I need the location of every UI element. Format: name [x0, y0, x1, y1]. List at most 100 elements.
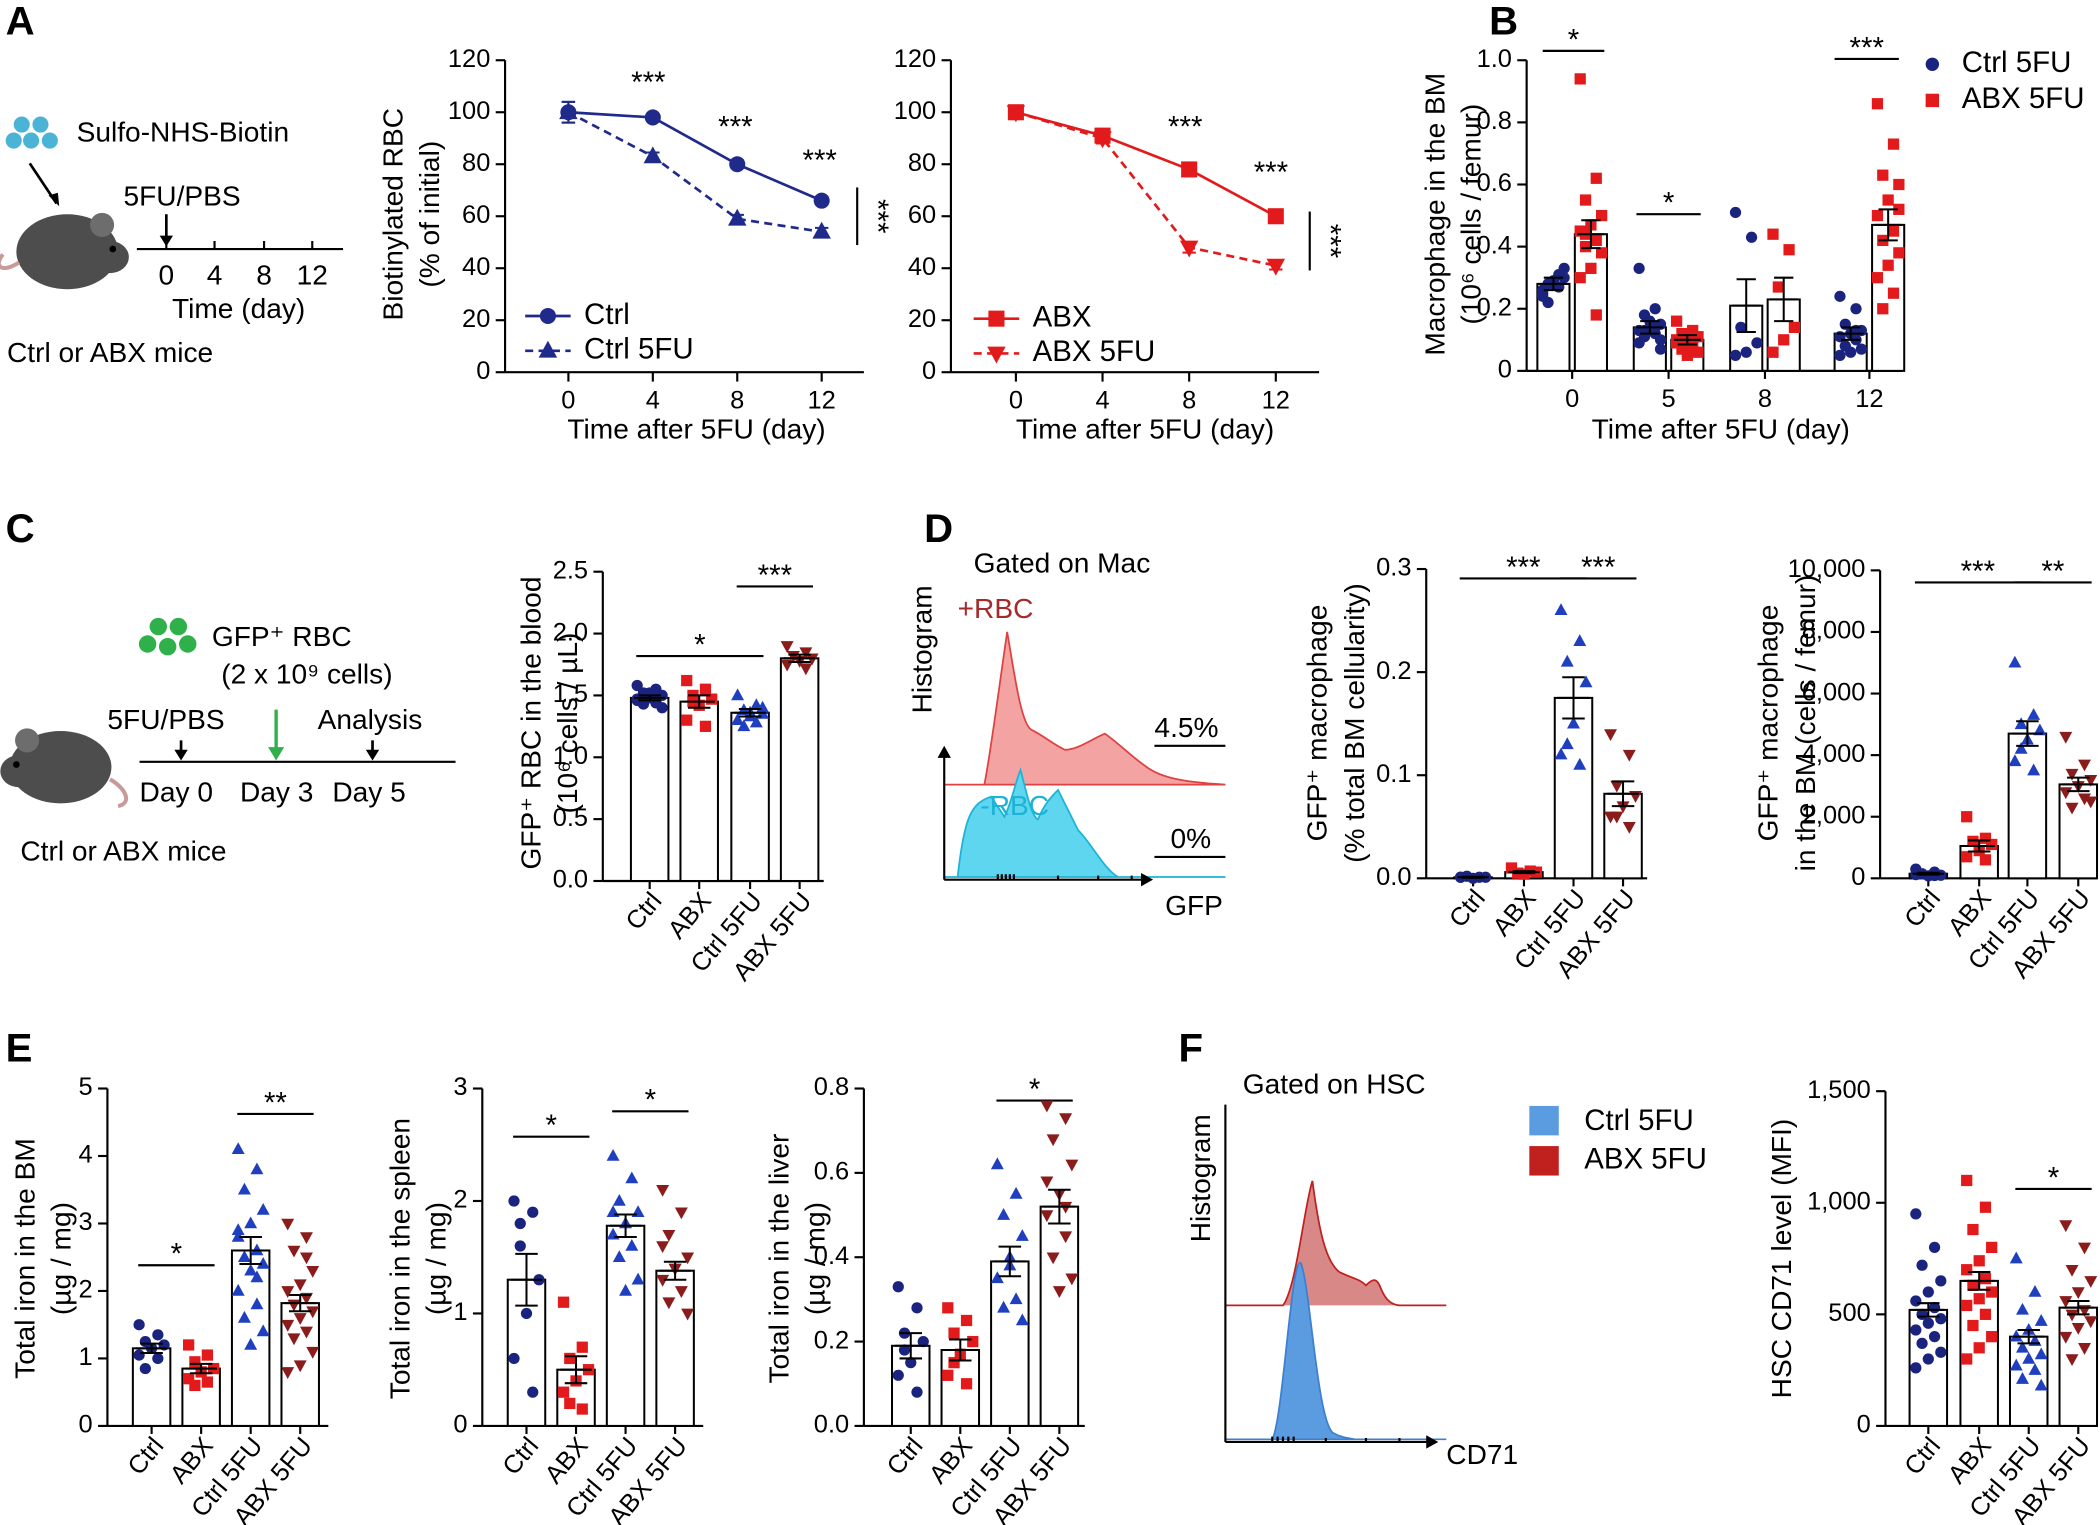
- flow-histogram-f: Gated on HSC Histogram CD71 Ctrl 5FU ABX…: [1185, 1068, 1707, 1470]
- significance: ***: [1254, 156, 1288, 189]
- bar: [629, 696, 670, 882]
- y-tick-label: 0.1: [1376, 760, 1411, 788]
- y-axis-label: (µg / mg): [46, 1202, 77, 1315]
- data-point: [1059, 1201, 1073, 1214]
- y-tick-label: 1.0: [1477, 45, 1512, 73]
- data-point: [942, 1369, 954, 1381]
- data-point: [1967, 1279, 1979, 1291]
- timeline: [136, 241, 344, 251]
- minor-ticks: [996, 874, 1133, 880]
- data-point: [231, 1223, 245, 1236]
- error-bar: [1043, 1188, 1076, 1225]
- data-point: [2065, 1309, 2079, 1322]
- y-tick-label: 120: [894, 45, 936, 73]
- data-point: [2034, 1347, 2048, 1360]
- data-point: [1015, 1313, 1029, 1326]
- data-point: [1093, 131, 1112, 149]
- y-tick-label: 0.8: [1477, 107, 1512, 135]
- data-point: [2071, 1322, 2085, 1335]
- data-point: [306, 1265, 320, 1278]
- y-tick-label: 3: [453, 1073, 467, 1101]
- y-axis-label: in the BM (cells / femur): [1790, 575, 1821, 872]
- data-point: [1922, 1286, 1934, 1298]
- data-point: [2027, 708, 2041, 720]
- y-tick-label: 4,000: [1802, 740, 1866, 768]
- treatment: 5FU/PBS: [123, 181, 240, 212]
- y-tick-label: 0.5: [553, 804, 588, 832]
- bar: [730, 711, 770, 882]
- significance: *: [1663, 187, 1674, 220]
- data-point: [699, 720, 712, 732]
- flow-xlabel: GFP: [1165, 890, 1223, 921]
- flow-title: Gated on Mac: [974, 547, 1151, 578]
- data-point: [997, 1208, 1011, 1220]
- data-point: [201, 1349, 214, 1361]
- data-point: [1059, 1231, 1073, 1244]
- y-tick-label: 20: [462, 305, 490, 333]
- y-tick-label: 0: [79, 1411, 93, 1439]
- y-tick-label: 2,000: [1802, 801, 1866, 829]
- data-point: [731, 713, 745, 725]
- y-axis-label: (10⁶ cells / femur): [1456, 104, 1487, 325]
- data-point: [2009, 1251, 2023, 1264]
- data-point: [183, 1339, 195, 1351]
- data-point: [699, 683, 712, 695]
- data-point: [967, 1335, 979, 1348]
- error-bar: [234, 1235, 267, 1265]
- data-point: [631, 1272, 645, 1285]
- data-point: [1928, 1331, 1941, 1343]
- data-point: [1729, 349, 1742, 361]
- error-bar: [783, 653, 816, 664]
- data-point: [1767, 346, 1779, 358]
- data-point: [300, 1252, 313, 1265]
- data-point: [293, 1313, 307, 1325]
- data-point: [728, 208, 747, 226]
- data-point: [2014, 741, 2028, 754]
- y-tick-label: 0: [922, 357, 936, 385]
- data-point: [1654, 334, 1667, 346]
- data-point: [1979, 832, 1992, 844]
- flow-ylabel: Histogram: [907, 585, 938, 713]
- arrow-head: [268, 747, 285, 761]
- data-point: [1973, 1342, 1985, 1354]
- data-point: [237, 1182, 251, 1195]
- data-point: [1893, 178, 1905, 191]
- data-point: [576, 1341, 588, 1353]
- y-tick-label: 0.0: [1376, 863, 1411, 891]
- data-point: [1910, 1208, 1922, 1220]
- y-tick-label: 2.5: [553, 556, 588, 584]
- data-point: [1046, 1252, 1060, 1265]
- data-point: [656, 1241, 670, 1254]
- data-point: [892, 1281, 904, 1293]
- bar: [131, 1347, 172, 1427]
- error-bar: [135, 1342, 168, 1355]
- y-tick-label: 2: [453, 1186, 467, 1214]
- error-bar: [1577, 219, 1605, 250]
- y-axis-label: (% of initial): [414, 141, 445, 288]
- panel-letter: D: [924, 506, 953, 551]
- data-point: [1961, 1174, 1973, 1187]
- legend-marker: [539, 307, 556, 325]
- legend-marker: [987, 346, 1006, 364]
- data-point: [1935, 1313, 1947, 1325]
- data-point: [559, 102, 578, 120]
- data-point: [244, 1263, 258, 1276]
- x-axis-label: Time after 5FU (day): [567, 414, 825, 445]
- data-point: [1882, 194, 1894, 206]
- data-point: [1961, 1264, 1973, 1276]
- y-tick-label: 0.0: [553, 866, 588, 894]
- legend-label: ABX 5FU: [1584, 1143, 1707, 1176]
- y-tick-label: 0.2: [1376, 657, 1411, 685]
- data-point: [812, 221, 831, 239]
- biotin-dots: [5, 116, 58, 149]
- data-point: [1935, 1275, 1947, 1287]
- legend-marker: [1925, 93, 1940, 108]
- data-point: [960, 1314, 973, 1327]
- error-bar: [1607, 780, 1639, 808]
- data-point: [2084, 796, 2098, 809]
- data-point: [133, 1349, 145, 1361]
- data-point: [2014, 717, 2028, 730]
- error-bar: [659, 1260, 691, 1281]
- data-point: [2034, 1314, 2048, 1326]
- data-point: [1585, 262, 1597, 274]
